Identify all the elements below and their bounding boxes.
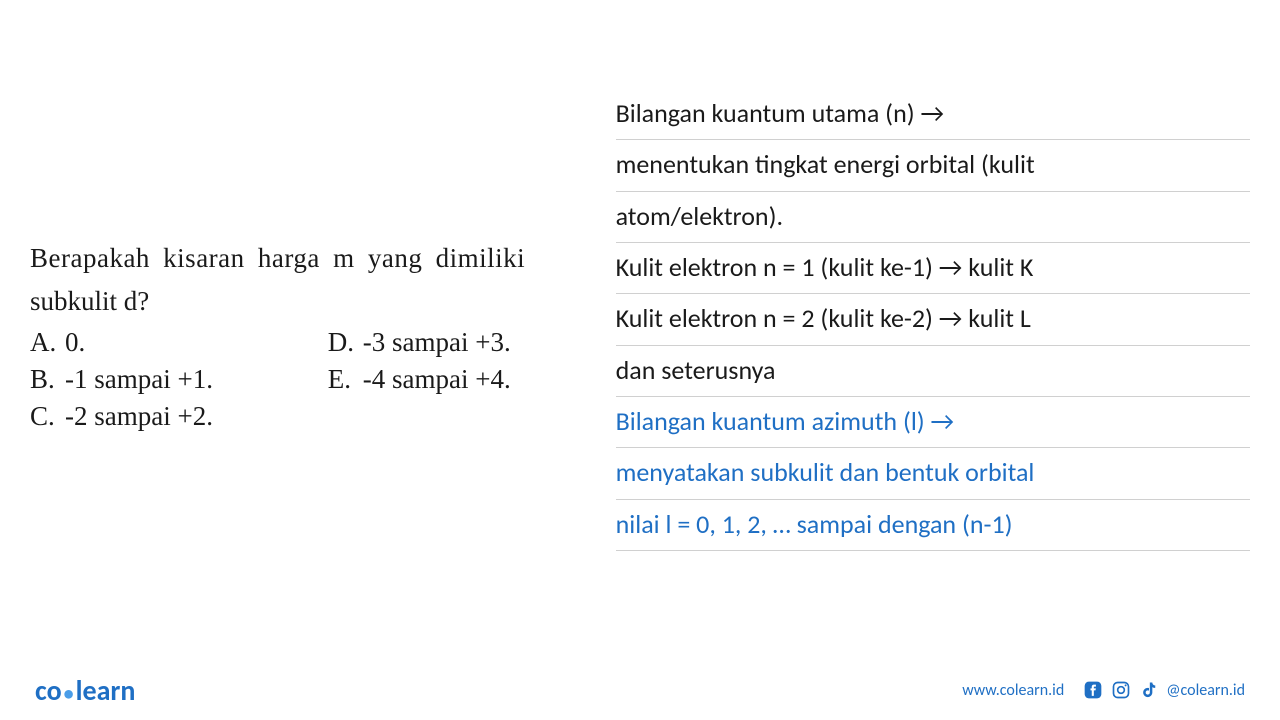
instagram-icon [1110,679,1132,701]
option-letter: A. [30,327,65,358]
logo-co: co [35,673,62,708]
social-icons: @colearn.id [1082,679,1245,701]
option-e: E. -4 sampai +4. [328,364,606,395]
option-text: -4 sampai +4. [363,364,511,395]
option-text: -3 sampai +3. [363,327,511,358]
option-a: A. 0. [30,327,308,358]
explanation-line-5: Kulit elektron n = 2 (kulit ke-2) → kuli… [616,294,1250,345]
option-b: B. -1 sampai +1. [30,364,308,395]
logo-learn: learn [76,673,136,708]
question-line-1: Berapakah kisaran harga m yang dimiliki [30,238,606,279]
question-line-2: subkulit d? [30,286,606,317]
explanation-line-3: atom/elektron). [616,192,1250,243]
logo: co•learn [35,673,135,708]
option-text: -2 sampai +2. [65,401,213,432]
footer: co•learn www.colearn.id [0,660,1280,720]
content-container: Berapakah kisaran harga m yang dimiliki … [0,0,1280,640]
option-d: D. -3 sampai +3. [328,327,606,358]
explanation-line-4: Kulit elektron n = 1 (kulit ke-1) → kuli… [616,243,1250,294]
option-text: 0. [65,327,85,358]
option-text: -1 sampai +1. [65,364,213,395]
option-letter: C. [30,401,65,432]
footer-right: www.colearn.id @colearn.id [962,679,1245,701]
explanation-line-1: Bilangan kuantum utama (n) → [616,89,1250,140]
option-letter: B. [30,364,65,395]
option-letter: E. [328,364,363,395]
facebook-icon [1082,679,1104,701]
option-letter: D. [328,327,363,358]
question-panel: Berapakah kisaran harga m yang dimiliki … [30,20,616,620]
explanation-line-6: dan seterusnya [616,346,1250,397]
options-grid: A. 0. D. -3 sampai +3. B. -1 sampai +1. … [30,327,606,432]
explanation-line-2: menentukan tingkat energi orbital (kulit [616,140,1250,191]
explanation-panel: Bilangan kuantum utama (n) → menentukan … [616,20,1250,620]
explanation-line-7: Bilangan kuantum azimuth (l) → [616,397,1250,448]
explanation-line-9: nilai l = 0, 1, 2, … sampai dengan (n-1) [616,500,1250,551]
logo-dot: • [62,682,76,706]
option-c: C. -2 sampai +2. [30,401,308,432]
tiktok-icon [1138,679,1160,701]
social-handle: @colearn.id [1166,681,1245,700]
website-url: www.colearn.id [962,681,1064,700]
explanation-line-8: menyatakan subkulit dan bentuk orbital [616,448,1250,499]
